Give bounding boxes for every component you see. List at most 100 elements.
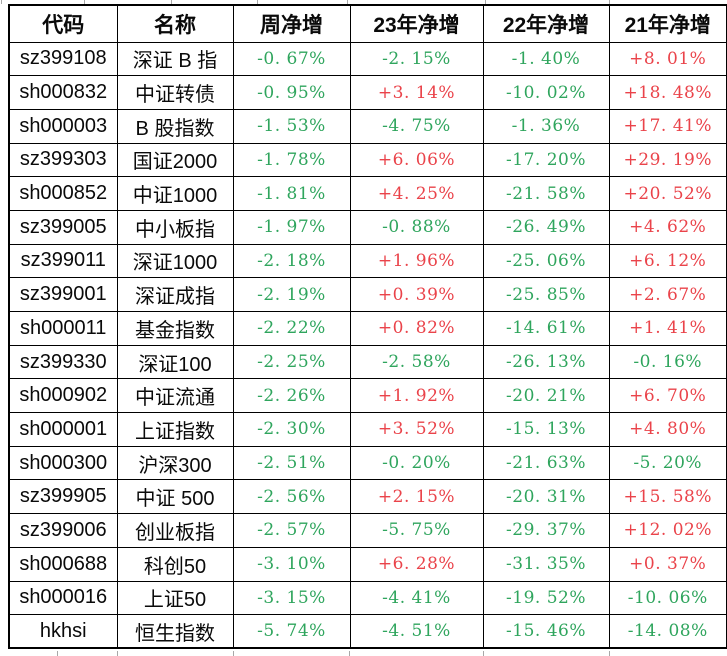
cell-2022-net-pct: -14. 61% (482, 311, 610, 346)
cell-2022-net-pct: -26. 13% (482, 344, 610, 380)
cell-2022-net-pct: -17. 20% (482, 142, 610, 178)
cell-2023-net-pct: -2. 58% (349, 344, 484, 380)
cell-week-net-pct: -2. 18% (232, 243, 351, 279)
gridline-tick (171, 0, 172, 4)
table-row: sz399011 深证1000 -2. 18% +1. 96% -25. 06%… (8, 243, 727, 279)
cell-index-code: hkhsi (8, 614, 118, 649)
cell-2021-net-pct: +20. 52% (608, 176, 727, 211)
cell-index-code: sz399108 (8, 41, 118, 77)
cell-index-code: sh000832 (8, 75, 118, 110)
cell-2021-net-pct: +2. 67% (608, 277, 727, 312)
cell-index-name: 深证成指 (116, 277, 234, 312)
cell-week-net-pct: -2. 19% (232, 277, 351, 312)
cell-index-code: sh000688 (8, 546, 118, 582)
cell-week-net-pct: -2. 51% (232, 445, 351, 481)
cell-index-code: sz399303 (8, 142, 118, 178)
table-row: sh000688 科创50 -3. 10% +6. 28% -31. 35% +… (8, 546, 727, 582)
col-header-code: 代码 (8, 4, 118, 43)
cell-index-name: 深证100 (116, 344, 234, 380)
cell-index-code: sh000003 (8, 108, 118, 144)
cell-week-net-pct: -1. 53% (232, 108, 351, 144)
gridline-tick (483, 651, 484, 656)
cell-2023-net-pct: +0. 39% (349, 277, 484, 312)
cell-2022-net-pct: -19. 52% (482, 580, 610, 616)
cell-week-net-pct: -3. 10% (232, 546, 351, 582)
cell-2021-net-pct: +4. 80% (608, 412, 727, 447)
cell-2022-net-pct: -21. 63% (482, 445, 610, 481)
cell-2023-net-pct: +4. 25% (349, 176, 484, 211)
table-row: sh000300 沪深300 -2. 51% -0. 20% -21. 63% … (8, 445, 727, 481)
cell-2023-net-pct: +6. 06% (349, 142, 484, 178)
cell-2022-net-pct: -25. 85% (482, 277, 610, 312)
cell-index-name: 基金指数 (116, 311, 234, 346)
table-row: sz399330 深证100 -2. 25% -2. 58% -26. 13% … (8, 344, 727, 380)
cell-index-code: sz399005 (8, 209, 118, 245)
gridline-tick (609, 651, 610, 656)
gridline-tick (57, 651, 58, 656)
gridline-tick (609, 0, 610, 4)
cell-2022-net-pct: -10. 02% (482, 75, 610, 110)
gridline-tick (349, 651, 350, 656)
table-row: sz399005 中小板指 -1. 97% -0. 88% -26. 49% +… (8, 209, 727, 245)
table-row: sz399006 创业板指 -2. 57% -5. 75% -29. 37% +… (8, 513, 727, 548)
cell-index-code: sh000016 (8, 580, 118, 616)
cell-2022-net-pct: -31. 35% (482, 546, 610, 582)
cell-index-name: 深证1000 (116, 243, 234, 279)
table-row: sh000902 中证流通 -2. 26% +1. 92% -20. 21% +… (8, 378, 727, 414)
table-row: sz399303 国证2000 -1. 78% +6. 06% -17. 20%… (8, 142, 727, 178)
cell-week-net-pct: -2. 57% (232, 513, 351, 548)
cell-week-net-pct: -3. 15% (232, 580, 351, 616)
gridline-tick (257, 0, 258, 4)
cell-2023-net-pct: -4. 51% (349, 614, 484, 649)
cell-2022-net-pct: -1. 40% (482, 41, 610, 77)
cell-2022-net-pct: -20. 21% (482, 378, 610, 414)
table-row: sz399905 中证 500 -2. 56% +2. 15% -20. 31%… (8, 479, 727, 515)
cell-2021-net-pct: +29. 19% (608, 142, 727, 178)
cell-2021-net-pct: +18. 48% (608, 75, 727, 110)
cell-week-net-pct: -0. 95% (232, 75, 351, 110)
cell-2023-net-pct: -0. 88% (349, 209, 484, 245)
cell-2021-net-pct: +4. 62% (608, 209, 727, 245)
cell-2021-net-pct: +6. 70% (608, 378, 727, 414)
cell-2022-net-pct: -1. 36% (482, 108, 610, 144)
cell-2023-net-pct: -4. 75% (349, 108, 484, 144)
cell-2022-net-pct: -15. 13% (482, 412, 610, 447)
cell-2022-net-pct: -21. 58% (482, 176, 610, 211)
cell-index-name: 上证指数 (116, 412, 234, 447)
cell-2021-net-pct: +17. 41% (608, 108, 727, 144)
cell-2021-net-pct: +15. 58% (608, 479, 727, 515)
col-header-2022-net: 22年净增 (482, 4, 610, 43)
table-header: 代码 名称 周净增 23年净增 22年净增 21年净增 (8, 4, 727, 43)
cell-index-name: 中证流通 (116, 378, 234, 414)
cell-2021-net-pct: +12. 02% (608, 513, 727, 548)
cell-index-code: sh000011 (8, 311, 118, 346)
col-header-name: 名称 (116, 4, 234, 43)
cell-index-code: sh000300 (8, 445, 118, 481)
cell-2021-net-pct: +1. 41% (608, 311, 727, 346)
cell-index-code: sz399006 (8, 513, 118, 548)
cell-index-name: 中证1000 (116, 176, 234, 211)
cell-2023-net-pct: -0. 20% (349, 445, 484, 481)
cell-2023-net-pct: +1. 96% (349, 243, 484, 279)
col-header-2023-net: 23年净增 (349, 4, 484, 43)
cell-2023-net-pct: +1. 92% (349, 378, 484, 414)
gridline-tick (233, 651, 234, 656)
cell-2023-net-pct: +3. 14% (349, 75, 484, 110)
cell-week-net-pct: -2. 22% (232, 311, 351, 346)
cell-index-name: 恒生指数 (116, 614, 234, 649)
table-row: sh000852 中证1000 -1. 81% +4. 25% -21. 58%… (8, 176, 727, 211)
cell-index-code: sh000902 (8, 378, 118, 414)
cell-2021-net-pct: -0. 16% (608, 344, 727, 380)
cell-week-net-pct: -1. 78% (232, 142, 351, 178)
cell-week-net-pct: -2. 56% (232, 479, 351, 515)
cell-week-net-pct: -2. 25% (232, 344, 351, 380)
col-header-2021-net: 21年净增 (608, 4, 727, 43)
table-body: sz399108 深证 B 指 -0. 67% -2. 15% -1. 40% … (8, 41, 727, 649)
table-row: sh000832 中证转债 -0. 95% +3. 14% -10. 02% +… (8, 75, 727, 110)
cell-index-name: 中证 500 (116, 479, 234, 515)
table-row: hkhsi 恒生指数 -5. 74% -4. 51% -15. 46% -14.… (8, 614, 727, 649)
cell-2023-net-pct: +6. 28% (349, 546, 484, 582)
cell-2023-net-pct: -5. 75% (349, 513, 484, 548)
cell-2023-net-pct: -4. 41% (349, 580, 484, 616)
cell-index-name: 国证2000 (116, 142, 234, 178)
